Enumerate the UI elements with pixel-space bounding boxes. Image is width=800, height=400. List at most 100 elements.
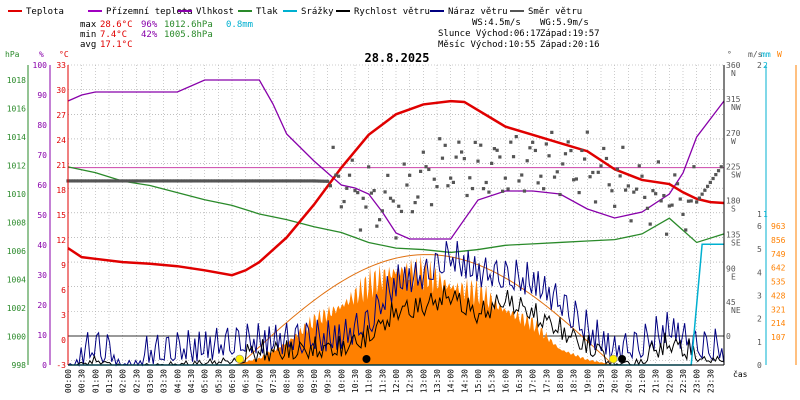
axis-title-mm: mm [761, 50, 771, 59]
wind-wg: WG:5.9m/s [540, 18, 589, 28]
tick-label-hpa: 1006 [7, 247, 26, 256]
tick-label-dir-compass: S [731, 205, 736, 214]
direction-dot [514, 134, 518, 139]
direction-dot [96, 179, 100, 183]
direction-dot [419, 169, 423, 173]
direction-dot [162, 179, 166, 183]
direction-dot [511, 155, 516, 159]
direction-dot [309, 179, 313, 183]
direction-dot [378, 218, 382, 222]
direction-dot [115, 179, 119, 183]
x-axis-label: čas [733, 369, 748, 379]
tick-label-dir-compass: E [731, 272, 736, 281]
direction-dot [320, 179, 324, 183]
direction-dot [632, 190, 636, 194]
direction-dot [233, 179, 237, 183]
direction-dot [142, 179, 147, 183]
tick-label-dir: 45 [726, 298, 736, 307]
tick-label-hpa: 1010 [7, 190, 26, 199]
direction-dot [509, 140, 513, 144]
direction-dot [353, 189, 357, 193]
direction-dot [626, 184, 630, 188]
direction-dot [708, 180, 712, 185]
direction-dot [443, 143, 447, 147]
direction-dot [640, 174, 644, 178]
direction-dot [121, 179, 125, 183]
direction-dot [337, 174, 341, 178]
direction-dot [421, 150, 425, 154]
direction-dot [476, 159, 480, 163]
sun-path-line [239, 254, 612, 366]
tick-label-degc: 15 [56, 211, 66, 220]
direction-dot [681, 212, 685, 217]
direction-dot [367, 165, 371, 169]
direction-dot [665, 232, 669, 236]
stats: max 28.6°C 96% 1012.6hPa 0.8mm min 7.4°C… [80, 20, 253, 50]
moonrise-marker [362, 355, 371, 363]
direction-dot [140, 179, 144, 183]
direction-dot [424, 165, 428, 169]
solar-radiation-area [232, 255, 615, 365]
direction-dot [126, 179, 130, 183]
tick-label-x: 07:00 [255, 369, 264, 393]
direction-dot [224, 179, 229, 183]
direction-dot [170, 179, 174, 183]
direction-dot [317, 179, 322, 183]
tick-label-w: 963 [771, 222, 786, 231]
direction-dot [593, 200, 598, 204]
direction-dot [153, 179, 158, 183]
tick-label-hpa: 1012 [7, 162, 26, 171]
direction-dot [350, 158, 354, 162]
direction-dot [533, 148, 537, 153]
direction-dot [402, 162, 406, 166]
direction-dot [446, 184, 450, 188]
axis-title-ms: m/s [748, 50, 763, 59]
tick-label-x: 15:30 [488, 369, 497, 393]
direction-dot [572, 178, 576, 182]
direction-dot [555, 170, 559, 174]
direction-dot [481, 187, 486, 191]
tick-label-pct: 60 [37, 181, 47, 190]
direction-dot [634, 187, 639, 191]
direction-dot [77, 179, 81, 183]
tick-label-w: 107 [771, 333, 786, 342]
direction-dot [495, 148, 499, 152]
direction-dot [356, 191, 360, 195]
direction-dot [487, 190, 491, 194]
direction-dot [222, 179, 226, 183]
direction-dot [618, 174, 622, 178]
direction-dot [194, 179, 199, 183]
stats-max-hum: 96% [141, 20, 158, 30]
direction-dot [490, 161, 494, 165]
tick-label-x: 03:00 [146, 369, 155, 393]
direction-dot [659, 199, 663, 203]
direction-dot [82, 179, 86, 183]
direction-dot [164, 179, 168, 183]
legend-humidity: Vlhkost [196, 7, 234, 17]
solar-series [232, 254, 615, 366]
direction-dot [369, 191, 373, 195]
tick-label-x: 08:30 [296, 369, 305, 393]
tick-label-mm: 1 [763, 210, 768, 219]
moon-set: Západ:20:16 [540, 40, 600, 50]
direction-dot [205, 179, 209, 183]
tick-label-pct: 0 [42, 361, 47, 370]
temperature-line [67, 99, 725, 277]
direction-dots [66, 130, 723, 240]
direction-dot [208, 179, 212, 183]
tick-label-x: 11:30 [378, 369, 387, 393]
direction-dot [689, 199, 693, 203]
tick-label-ms-upper: 1 [757, 210, 762, 219]
direction-dot [285, 179, 289, 183]
tick-label-dir-compass: N [731, 69, 736, 78]
direction-dot [214, 179, 218, 183]
tick-label-dir-compass: NW [731, 103, 741, 112]
stats-min-temp: 7.4°C [100, 30, 127, 40]
direction-dot [599, 164, 603, 168]
direction-dot [123, 179, 127, 183]
direction-dot [312, 179, 316, 183]
direction-dot [435, 185, 439, 189]
direction-dot [203, 179, 207, 183]
direction-dot [501, 189, 505, 193]
tick-label-x: 23:30 [706, 369, 715, 393]
